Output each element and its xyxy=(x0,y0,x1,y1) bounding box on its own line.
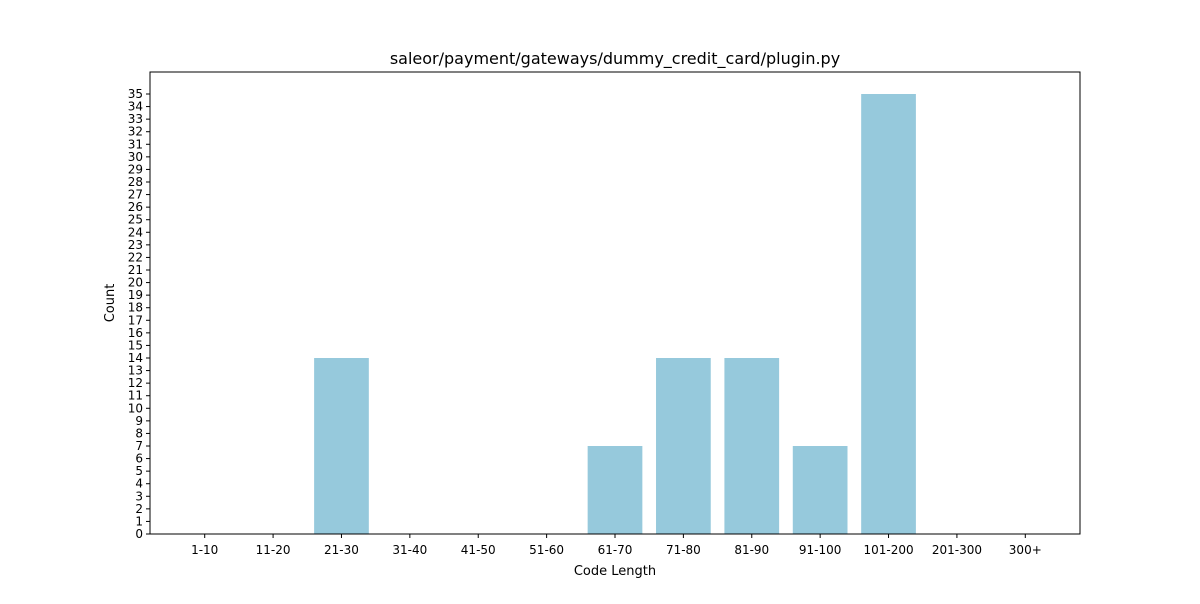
bar-101-200 xyxy=(861,94,916,534)
y-tick-label: 10 xyxy=(128,401,143,415)
y-tick-label: 13 xyxy=(128,364,143,378)
y-tick-label: 11 xyxy=(128,389,143,403)
plot-frame xyxy=(149,71,1081,535)
x-tick-label: 1-10 xyxy=(191,543,218,557)
y-tick-label: 0 xyxy=(135,527,143,541)
x-tick-label: 81-90 xyxy=(734,543,769,557)
x-tick-label: 41-50 xyxy=(461,543,496,557)
y-tick-label: 7 xyxy=(135,439,143,453)
bar-71-80 xyxy=(656,358,711,534)
y-tick-label: 15 xyxy=(128,338,143,352)
x-tick-label: 11-20 xyxy=(256,543,291,557)
x-tick-label: 201-300 xyxy=(932,543,982,557)
y-tick-label: 32 xyxy=(128,125,143,139)
y-tick-label: 14 xyxy=(128,351,143,365)
x-tick-label: 51-60 xyxy=(529,543,564,557)
x-tick-label: 21-30 xyxy=(324,543,359,557)
y-tick-label: 8 xyxy=(135,426,143,440)
x-tick-label: 31-40 xyxy=(392,543,427,557)
y-tick-label: 16 xyxy=(128,326,143,340)
y-tick-label: 35 xyxy=(128,87,143,101)
bar-21-30 xyxy=(314,358,369,534)
chart-title: saleor/payment/gateways/dummy_credit_car… xyxy=(390,49,840,69)
x-axis-ticks: 1-10 11-20 21-30 31-40 41-50 51-60 61-70 71-80 8… xyxy=(191,534,1042,557)
y-tick-label: 9 xyxy=(135,414,143,428)
x-tick-label: 61-70 xyxy=(598,543,633,557)
y-tick-label: 24 xyxy=(128,225,143,239)
x-tick-label: 101-200 xyxy=(863,543,913,557)
y-tick-label: 3 xyxy=(135,489,143,503)
y-tick-label: 28 xyxy=(128,175,143,189)
x-tick-label: 300+ xyxy=(1009,543,1042,557)
bars-layer xyxy=(314,94,916,534)
y-axis-label: Count xyxy=(103,284,118,323)
y-tick-label: 27 xyxy=(128,188,143,202)
y-tick-label: 1 xyxy=(135,514,143,528)
bar-61-70 xyxy=(587,446,643,534)
y-tick-label: 17 xyxy=(128,313,143,327)
bar-81-90 xyxy=(724,358,780,534)
y-tick-label: 2 xyxy=(135,502,143,516)
y-tick-label: 30 xyxy=(128,150,143,164)
y-tick-label: 20 xyxy=(128,276,143,290)
y-tick-label: 23 xyxy=(128,238,143,252)
y-tick-label: 4 xyxy=(135,477,143,491)
y-tick-label: 34 xyxy=(128,100,143,114)
y-tick-label: 6 xyxy=(135,452,143,466)
y-tick-label: 22 xyxy=(128,250,143,264)
x-axis-label: Code Length xyxy=(574,564,656,579)
y-tick-label: 19 xyxy=(128,288,143,302)
y-tick-label: 26 xyxy=(128,200,143,214)
bar-91-100 xyxy=(792,446,848,534)
y-tick-label: 12 xyxy=(128,376,143,390)
y-tick-label: 18 xyxy=(128,301,143,315)
x-tick-label: 91-100 xyxy=(799,543,842,557)
y-tick-label: 5 xyxy=(135,464,143,478)
y-tick-label: 33 xyxy=(128,112,143,126)
y-tick-label: 29 xyxy=(128,162,143,176)
y-tick-label: 25 xyxy=(128,213,143,227)
y-tick-label: 31 xyxy=(128,137,143,151)
y-tick-label: 21 xyxy=(128,263,143,277)
x-tick-label: 71-80 xyxy=(666,543,701,557)
y-axis-ticks: 0123456789101112131415161718192021222324… xyxy=(128,87,150,541)
